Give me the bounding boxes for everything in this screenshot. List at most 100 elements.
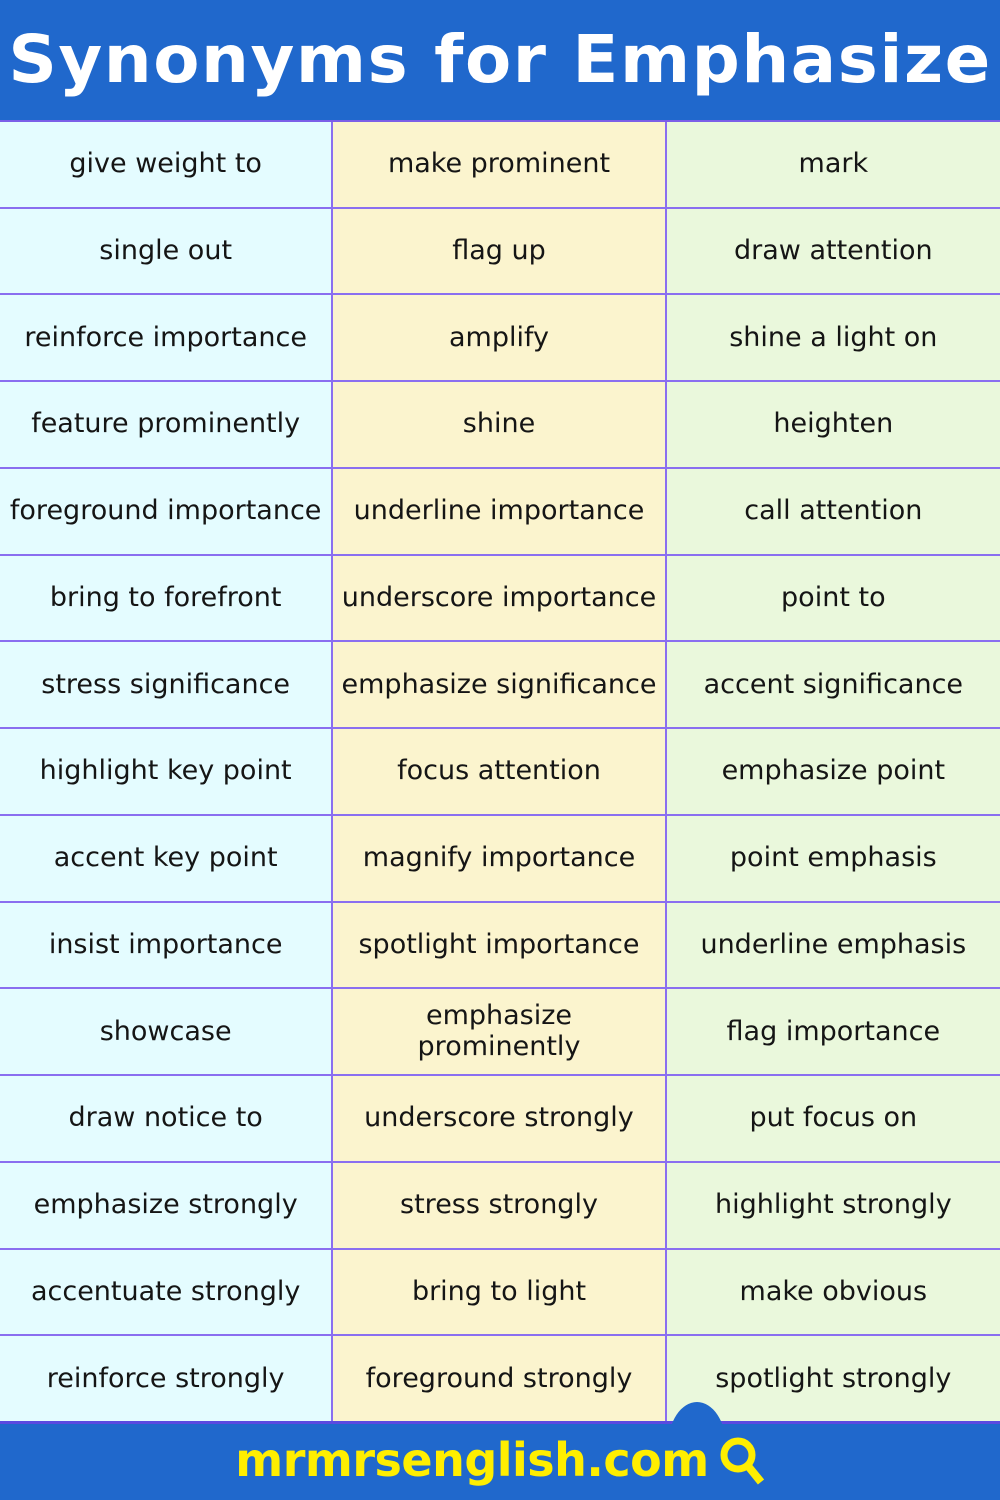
table-cell: flag importance <box>666 989 1000 1075</box>
synonyms-table: give weight to make prominent mark single o… <box>0 120 1000 1421</box>
footer-content: mrmrsenglish.com <box>235 1435 764 1485</box>
table-cell: focus attention <box>333 729 667 814</box>
table-cell: foreground strongly <box>333 1336 667 1421</box>
table-cell: spotlight strongly <box>666 1336 1000 1421</box>
synonym-text: mark <box>798 148 869 180</box>
synonym-text: flag up <box>452 234 546 266</box>
synonym-text: put focus on <box>749 1102 918 1134</box>
table-cell: emphasize point <box>666 729 1000 814</box>
table-cell: feature prominently <box>0 382 334 467</box>
synonym-text: feature prominently <box>31 408 301 440</box>
synonym-text: emphasize point <box>721 755 946 787</box>
table-cell: draw attention <box>666 208 1000 294</box>
synonym-text: heighten <box>773 408 894 440</box>
synonym-text: shine <box>462 408 536 440</box>
table-cell: accentuate strongly <box>0 1249 334 1335</box>
synonym-text: give weight to <box>69 148 262 180</box>
synonym-text: highlight key point <box>39 755 292 787</box>
synonym-text: emphasize significance <box>341 668 657 700</box>
table-cell: underline emphasis <box>666 902 1000 988</box>
synonym-text: call attention <box>744 495 923 527</box>
table-cell: heighten <box>666 382 1000 467</box>
table-cell: make prominent <box>333 122 667 207</box>
table-cell: draw notice to <box>0 1076 334 1161</box>
website-url[interactable]: mrmrsenglish.com <box>235 1433 709 1487</box>
header-banner: Synonyms for Emphasize <box>0 0 1000 120</box>
synonym-text: bring to light <box>411 1275 587 1307</box>
synonym-text: spotlight importance <box>358 928 640 960</box>
synonym-text: underline emphasis <box>700 928 967 960</box>
synonym-text: accent key point <box>53 842 278 874</box>
table-cell: underscore importance <box>333 555 667 641</box>
synonym-text: flag importance <box>726 1015 941 1047</box>
synonym-text: underscore strongly <box>364 1102 634 1134</box>
table-row: reinforce importance amplify shine a light… <box>0 295 1000 383</box>
table-cell: insist importance <box>0 902 334 988</box>
footer-banner: mrmrsenglish.com <box>0 1402 1000 1500</box>
table-row: bring to forefront underscore importance p… <box>0 555 1000 643</box>
table-row: feature prominently shine heighten <box>0 382 1000 469</box>
table-cell: stress significance <box>0 642 334 728</box>
synonym-text: focus attention <box>397 755 601 787</box>
synonym-text: make prominent <box>387 148 611 180</box>
table-cell: accent key point <box>0 815 334 901</box>
table-cell: foreground importance <box>0 468 334 554</box>
synonym-text: showcase <box>99 1015 232 1047</box>
table-cell: underline importance <box>333 468 667 554</box>
synonym-text: point to <box>781 581 886 613</box>
search-icon <box>719 1435 765 1485</box>
synonym-text: foreground importance <box>9 495 322 527</box>
table-row: showcase emphasize prominently flag import… <box>0 989 1000 1077</box>
synonym-text: stress significance <box>41 668 291 700</box>
synonym-text: highlight strongly <box>714 1189 952 1221</box>
table-row: insist importance spotlight importance und… <box>0 902 1000 990</box>
table-cell: accent significance <box>666 642 1000 728</box>
table-cell: emphasize significance <box>333 642 667 728</box>
synonym-text: stress strongly <box>400 1189 598 1221</box>
synonym-text: underline importance <box>353 495 645 527</box>
table-cell: showcase <box>0 989 334 1075</box>
table-cell: spotlight importance <box>333 902 667 988</box>
table-row: accentuate strongly bring to light make ob… <box>0 1249 1000 1337</box>
synonym-text: insist importance <box>48 928 283 960</box>
table-row: emphasize strongly stress strongly highlig… <box>0 1162 1000 1250</box>
table-cell: emphasize prominently <box>333 989 667 1075</box>
table-cell: highlight strongly <box>666 1162 1000 1248</box>
table-cell: shine <box>333 382 667 467</box>
table-cell: magnify importance <box>333 815 667 901</box>
table-cell: point to <box>666 555 1000 641</box>
table-cell: call attention <box>666 468 1000 554</box>
table-cell: amplify <box>333 295 667 381</box>
table-cell: bring to light <box>333 1249 667 1335</box>
table-row: single out flag up draw attention <box>0 208 1000 296</box>
synonym-text: emphasize strongly <box>33 1189 298 1221</box>
table-cell: point emphasis <box>666 815 1000 901</box>
table-cell: reinforce importance <box>0 295 334 381</box>
synonym-text: magnify importance <box>362 842 636 874</box>
table-cell: put focus on <box>666 1076 1000 1161</box>
table-row: accent key point magnify importance point … <box>0 815 1000 903</box>
synonym-text: reinforce importance <box>24 321 307 353</box>
table-cell: stress strongly <box>333 1162 667 1248</box>
table-cell: bring to forefront <box>0 555 334 641</box>
synonym-text: spotlight strongly <box>715 1362 952 1394</box>
table-cell: emphasize strongly <box>0 1162 334 1248</box>
table-row: foreground importance underline importanc… <box>0 468 1000 556</box>
synonym-text: amplify <box>448 321 549 353</box>
synonym-text: draw notice to <box>68 1102 263 1134</box>
synonym-text: foreground strongly <box>365 1362 633 1394</box>
table-cell: highlight key point <box>0 729 334 814</box>
table-cell: shine a light on <box>666 295 1000 381</box>
synonym-text: draw attention <box>734 234 933 266</box>
synonym-text: emphasize prominently <box>417 1000 581 1062</box>
synonym-text: accent significance <box>703 668 964 700</box>
table-cell: give weight to <box>0 122 334 207</box>
table-row: reinforce strongly foreground strongly spo… <box>0 1336 1000 1421</box>
synonym-text: make obvious <box>739 1275 928 1307</box>
table-cell: make obvious <box>666 1249 1000 1335</box>
table-cell: flag up <box>333 208 667 294</box>
synonym-text: underscore importance <box>341 581 657 613</box>
table-row: give weight to make prominent mark <box>0 122 1000 209</box>
synonym-text: accentuate strongly <box>30 1275 301 1307</box>
